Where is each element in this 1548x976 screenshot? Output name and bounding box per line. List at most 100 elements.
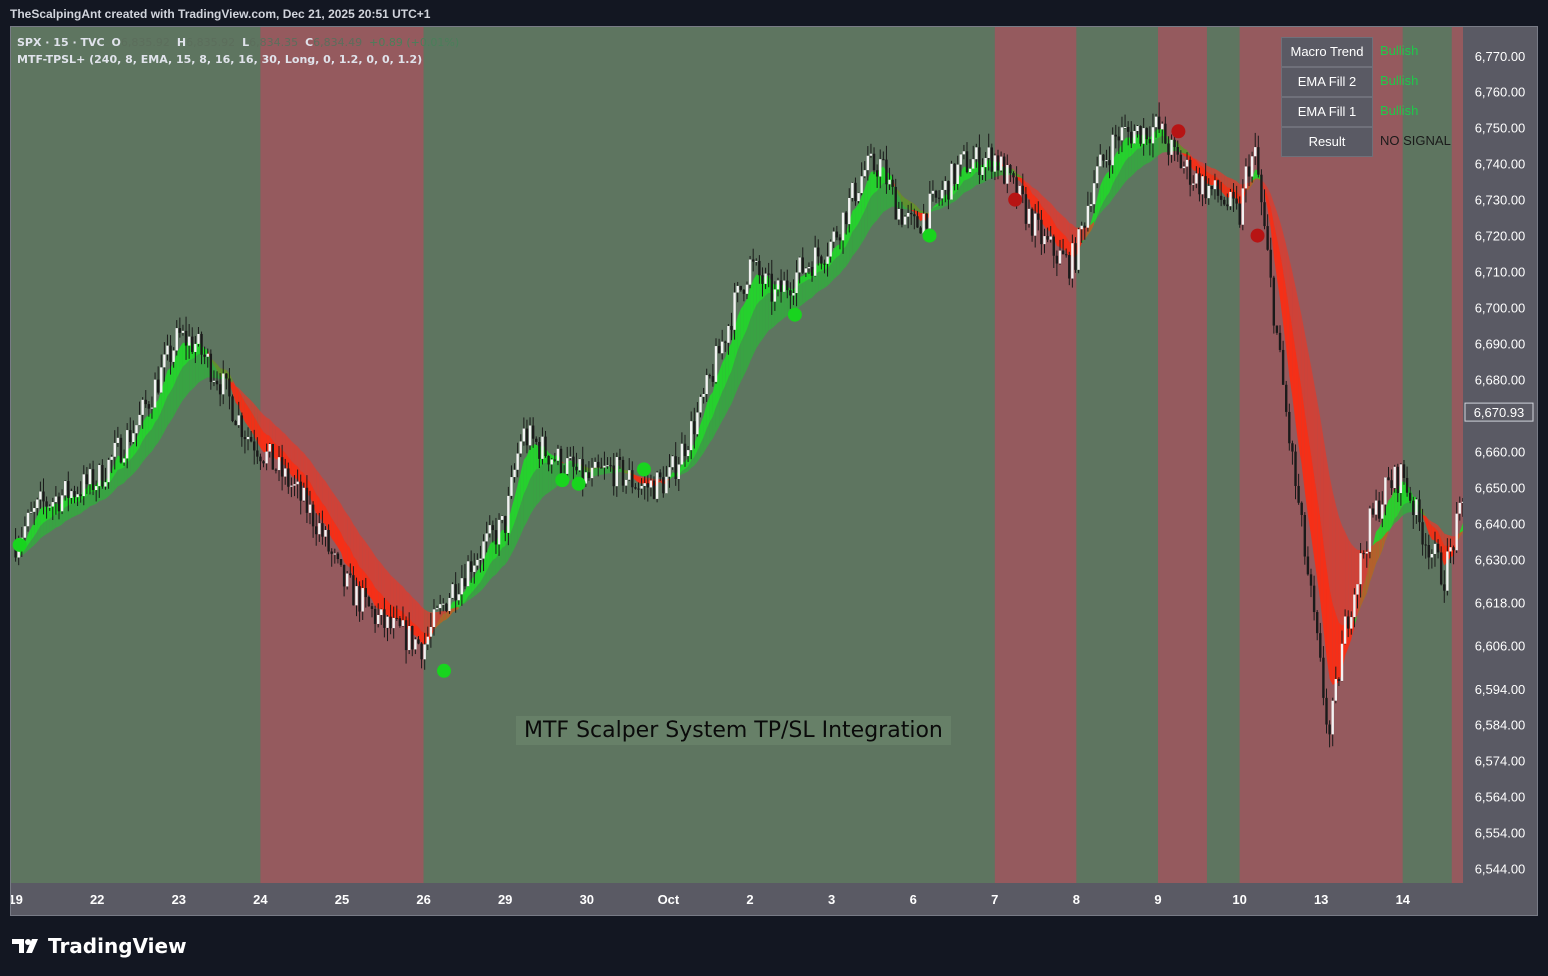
candle-body [708, 375, 711, 377]
ema-fill-1-segment [607, 466, 611, 467]
ema-fill-2-segment [1280, 221, 1284, 271]
ema-fill-1-segment [960, 166, 964, 186]
candle-body [1114, 134, 1117, 137]
time-tick-label: Oct [658, 892, 680, 907]
candle-body [333, 553, 337, 555]
ema-fill-2-segment [492, 558, 496, 577]
ema-fill-1-segment [275, 444, 280, 460]
ema-fill-2-segment [765, 292, 769, 335]
candle-body [330, 551, 333, 554]
ema-fill-1-segment [1044, 209, 1048, 231]
candle-body [1343, 616, 1347, 644]
candle-body [872, 153, 876, 171]
candle-body [104, 482, 107, 487]
candle-body [972, 159, 975, 169]
last-price-badge [1464, 402, 1534, 422]
candle-body [429, 626, 433, 637]
ema-fill-2-segment [1019, 174, 1023, 179]
candle-body [253, 441, 256, 451]
ema-fill-2-segment [799, 282, 803, 307]
candle-body [290, 485, 293, 487]
ema-fill-2-segment [833, 257, 837, 280]
indicator-label[interactable]: MTF-TPSL+ (240, 8, EMA, 15, 8, 16, 16, 3… [17, 53, 423, 66]
candle-body [1269, 249, 1272, 278]
candle-body [1390, 480, 1393, 489]
ema-fill-2-segment [46, 518, 50, 534]
candle-body [358, 586, 361, 612]
time-tick-label: 7 [991, 892, 998, 907]
ema-fill-1-segment [722, 357, 726, 393]
time-tick-label: 24 [253, 892, 268, 907]
candle-body [965, 151, 969, 173]
ema-fill-2-segment [954, 190, 958, 202]
ema-fill-2-segment [1190, 154, 1194, 159]
candle-body [435, 608, 439, 610]
price-tick-label: 6,554.00 [1475, 826, 1526, 841]
ema-fill-2-segment [77, 501, 81, 515]
ema-fill-2-segment [1338, 516, 1342, 626]
ema-fill-2-segment [1369, 545, 1373, 582]
ema-fill-1-segment [861, 188, 865, 217]
ema-fill-2-segment [34, 531, 38, 546]
ema-fill-1-segment [1094, 198, 1098, 225]
candle-body [1402, 464, 1406, 478]
signal-buy [922, 228, 937, 243]
ema-fill-2-segment [542, 462, 546, 498]
ema-fill-2-segment [843, 245, 847, 270]
tradingview-logo[interactable]: TradingView [12, 934, 187, 958]
ema-fill-2-segment [967, 178, 971, 192]
candle-body [848, 197, 851, 225]
candle-body [767, 273, 770, 275]
ema-fill-2-segment [607, 466, 611, 474]
ema-fill-2-segment [461, 602, 465, 605]
ema-fill-2-segment [415, 600, 419, 627]
ema-fill-1-segment [49, 505, 53, 519]
price-tick-label: 6,544.00 [1475, 862, 1526, 877]
ema-fill-2-segment [1025, 181, 1029, 188]
candle-body [572, 456, 575, 467]
candle-body [1446, 551, 1449, 591]
ema-fill-1-segment [700, 415, 704, 444]
candle-body [1377, 500, 1381, 519]
candle-body [993, 155, 997, 172]
candle-body [116, 437, 120, 443]
ema-fill-1-segment [818, 263, 822, 273]
ema-fill-1-segment [1276, 237, 1281, 299]
candle-body [1424, 544, 1427, 546]
candle-body [1071, 243, 1074, 279]
ema-fill-2-segment [424, 609, 428, 634]
candle-body [1371, 508, 1375, 515]
ema-fill-2-segment [1376, 540, 1380, 564]
panel-value: Bullish [1380, 43, 1419, 58]
symbol-label[interactable]: SPX · 15 · TVC [17, 36, 105, 49]
ema-fill-1-segment [533, 443, 537, 474]
candle-body [702, 393, 705, 397]
candle-body [1216, 180, 1220, 196]
candle-body [686, 450, 690, 457]
candle-body [94, 486, 98, 491]
candle-body [432, 609, 436, 627]
candle-body [107, 459, 110, 483]
candle-body [203, 354, 206, 357]
time-axis [11, 883, 1537, 915]
candle-body [1312, 585, 1316, 613]
candle-body [1306, 556, 1310, 575]
candle-body [900, 208, 904, 225]
candle-body [804, 268, 808, 273]
ema-fill-1-segment [709, 391, 713, 422]
ema-fill-2-segment [703, 428, 707, 454]
candle-body [683, 443, 687, 457]
candle-body [1117, 136, 1121, 141]
candle-body [144, 399, 147, 405]
candle-body [556, 448, 560, 461]
time-tick-label: 30 [580, 892, 594, 907]
candle-body [999, 156, 1003, 171]
candle-body [206, 353, 209, 357]
ema-fill-1-segment [1317, 495, 1321, 602]
price-chart[interactable]: 6,770.00 6,760.00 6,750.00 6,740.00 6,730.00… [11, 27, 1537, 915]
ema-fill-1-segment [489, 540, 493, 565]
ema-fill-2-segment [570, 462, 574, 481]
ema-fill-1-segment [802, 273, 806, 283]
candle-body [1040, 219, 1043, 245]
candle-body [1399, 464, 1403, 494]
